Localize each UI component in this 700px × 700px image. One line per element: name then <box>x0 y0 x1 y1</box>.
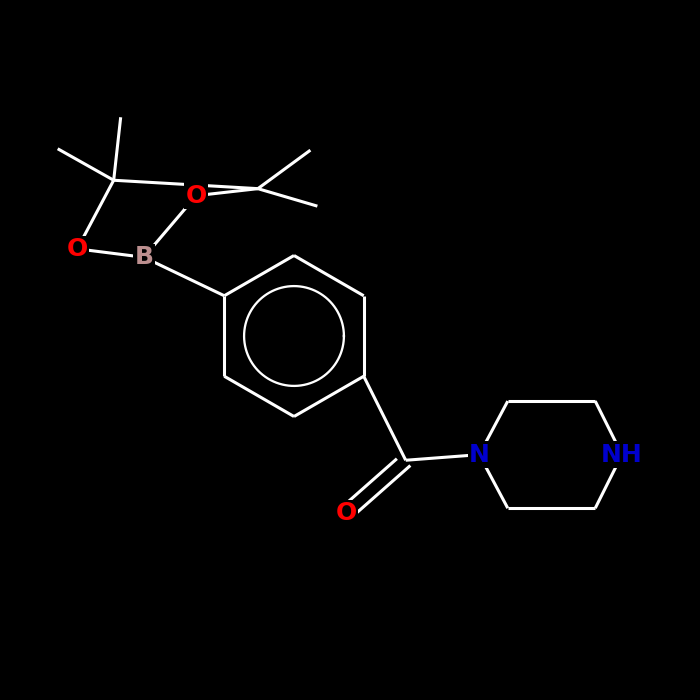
Text: O: O <box>66 237 88 261</box>
Text: O: O <box>186 183 207 208</box>
Text: O: O <box>335 500 357 525</box>
Text: N: N <box>469 442 490 467</box>
Text: NH: NH <box>601 442 643 467</box>
Text: B: B <box>134 245 153 270</box>
